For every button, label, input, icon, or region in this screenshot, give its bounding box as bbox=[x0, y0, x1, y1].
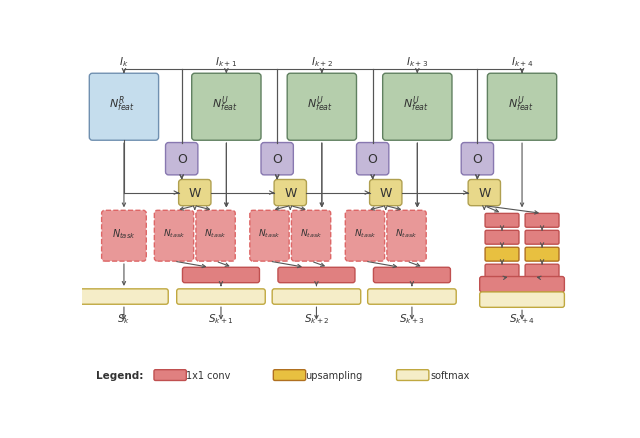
Text: $I_{k+4}$: $I_{k+4}$ bbox=[511, 55, 533, 69]
Text: $I_{k+1}$: $I_{k+1}$ bbox=[215, 55, 237, 69]
FancyBboxPatch shape bbox=[373, 268, 451, 283]
FancyBboxPatch shape bbox=[250, 211, 289, 261]
Text: $N_{task}$: $N_{task}$ bbox=[204, 227, 227, 239]
Text: $N^{R}_{feat}$: $N^{R}_{feat}$ bbox=[109, 95, 136, 114]
Text: $N_{task}$: $N_{task}$ bbox=[259, 227, 280, 239]
FancyBboxPatch shape bbox=[179, 180, 211, 206]
FancyBboxPatch shape bbox=[272, 289, 361, 304]
Text: $N_{task}$: $N_{task}$ bbox=[163, 227, 185, 239]
Text: W: W bbox=[380, 187, 392, 200]
FancyBboxPatch shape bbox=[525, 214, 559, 228]
Text: $N^{U}_{feat}$: $N^{U}_{feat}$ bbox=[403, 95, 429, 114]
FancyBboxPatch shape bbox=[485, 214, 519, 228]
Text: $N^{U}_{feat}$: $N^{U}_{feat}$ bbox=[212, 95, 238, 114]
Text: $S_{k+4}$: $S_{k+4}$ bbox=[509, 311, 535, 325]
Text: $S_{k+2}$: $S_{k+2}$ bbox=[303, 311, 329, 325]
FancyBboxPatch shape bbox=[261, 143, 293, 176]
Text: $I_{k+2}$: $I_{k+2}$ bbox=[311, 55, 333, 69]
Text: Legend:: Legend: bbox=[97, 370, 144, 380]
FancyBboxPatch shape bbox=[177, 289, 265, 304]
FancyBboxPatch shape bbox=[196, 211, 236, 261]
Text: $S_{k+3}$: $S_{k+3}$ bbox=[399, 311, 425, 325]
FancyBboxPatch shape bbox=[278, 268, 355, 283]
Text: upsampling: upsampling bbox=[305, 370, 362, 380]
Text: W: W bbox=[284, 187, 296, 200]
FancyBboxPatch shape bbox=[291, 211, 331, 261]
Text: O: O bbox=[368, 153, 378, 166]
Text: $N_{task}$: $N_{task}$ bbox=[112, 226, 136, 240]
Text: softmax: softmax bbox=[431, 370, 470, 380]
Text: $N_{task}$: $N_{task}$ bbox=[396, 227, 418, 239]
Text: O: O bbox=[272, 153, 282, 166]
FancyBboxPatch shape bbox=[273, 370, 306, 381]
FancyBboxPatch shape bbox=[525, 265, 559, 279]
Text: W: W bbox=[478, 187, 490, 200]
Text: O: O bbox=[177, 153, 187, 166]
FancyBboxPatch shape bbox=[468, 180, 500, 206]
FancyBboxPatch shape bbox=[397, 370, 429, 381]
FancyBboxPatch shape bbox=[274, 180, 307, 206]
FancyBboxPatch shape bbox=[525, 231, 559, 244]
FancyBboxPatch shape bbox=[154, 370, 186, 381]
FancyBboxPatch shape bbox=[192, 74, 261, 141]
Text: $N_{task}$: $N_{task}$ bbox=[300, 227, 322, 239]
FancyBboxPatch shape bbox=[90, 74, 159, 141]
Text: 1x1 conv: 1x1 conv bbox=[186, 370, 230, 380]
Text: $S_k$: $S_k$ bbox=[117, 311, 131, 325]
FancyBboxPatch shape bbox=[287, 74, 356, 141]
FancyBboxPatch shape bbox=[383, 74, 452, 141]
Text: O: O bbox=[472, 153, 483, 166]
FancyBboxPatch shape bbox=[387, 211, 426, 261]
Text: $I_k$: $I_k$ bbox=[119, 55, 129, 69]
FancyBboxPatch shape bbox=[166, 143, 198, 176]
FancyBboxPatch shape bbox=[182, 268, 259, 283]
FancyBboxPatch shape bbox=[485, 231, 519, 244]
Text: W: W bbox=[189, 187, 201, 200]
Text: $N^{U}_{feat}$: $N^{U}_{feat}$ bbox=[307, 95, 333, 114]
FancyBboxPatch shape bbox=[480, 277, 564, 292]
FancyBboxPatch shape bbox=[102, 211, 147, 261]
Text: $N^{U}_{feat}$: $N^{U}_{feat}$ bbox=[508, 95, 534, 114]
Text: $I_{k+3}$: $I_{k+3}$ bbox=[406, 55, 428, 69]
FancyBboxPatch shape bbox=[369, 180, 402, 206]
FancyBboxPatch shape bbox=[356, 143, 389, 176]
FancyBboxPatch shape bbox=[154, 211, 194, 261]
FancyBboxPatch shape bbox=[485, 248, 519, 261]
FancyBboxPatch shape bbox=[461, 143, 493, 176]
FancyBboxPatch shape bbox=[346, 211, 385, 261]
Text: $N_{task}$: $N_{task}$ bbox=[354, 227, 376, 239]
FancyBboxPatch shape bbox=[525, 248, 559, 261]
FancyBboxPatch shape bbox=[79, 289, 168, 304]
FancyBboxPatch shape bbox=[480, 292, 564, 307]
Text: $S_{k+1}$: $S_{k+1}$ bbox=[208, 311, 234, 325]
FancyBboxPatch shape bbox=[488, 74, 557, 141]
FancyBboxPatch shape bbox=[367, 289, 456, 304]
FancyBboxPatch shape bbox=[485, 265, 519, 279]
